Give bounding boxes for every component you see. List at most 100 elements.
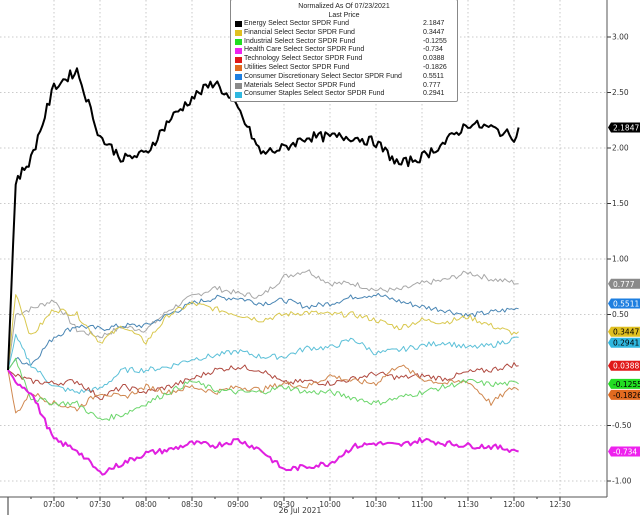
series-line-energy-select-sector-spdr-fund <box>7 67 520 371</box>
y-tick-label: 0.50 <box>612 310 629 319</box>
badge-value: 0.2941 <box>613 339 639 348</box>
series-line-health-care-select-sector-spdr-fund <box>7 369 519 476</box>
x-tick-label: 11:00 <box>411 500 433 509</box>
x-tick-label: 09:00 <box>227 500 249 509</box>
legend-entry: Financial Select Sector SPDR Fund 0.3447 <box>235 29 453 38</box>
legend-last-value: -0.1826 <box>423 63 447 71</box>
x-tick-label: 09:30 <box>273 500 295 509</box>
legend-last-value: 2.1847 <box>423 20 445 27</box>
legend: Normalized As Of 07/23/2021 Last Price E… <box>230 0 458 102</box>
last-value-badge: 0.0388 <box>608 360 640 371</box>
legend-swatch <box>235 65 242 72</box>
x-axis-date-label: 26 Jul 2021 <box>279 506 322 515</box>
legend-series-name: Energy Select Sector SPDR Fund <box>244 20 350 27</box>
badge-background <box>608 122 640 133</box>
badge-background <box>608 278 640 289</box>
legend-series-name: Consumer Staples Select Sector SPDR Fund <box>244 90 385 98</box>
x-tick-label: 11:30 <box>457 500 479 509</box>
legend-series-name: Financial Select Sector SPDR Fund <box>244 28 355 36</box>
legend-last-value: -0.734 <box>423 46 443 54</box>
series-line-materials-select-sector-spdr-fund <box>7 269 519 371</box>
series-line-consumer-discretionary-select-sector-spdr-fund <box>7 292 519 371</box>
y-tick-label: 2.00 <box>612 144 629 153</box>
legend-last-value: 0.5511 <box>423 72 444 80</box>
y-tick-label: 3.00 <box>612 33 629 42</box>
x-tick-label: 08:30 <box>181 500 203 509</box>
legend-series-name: Consumer Discretionary Select Sector SPD… <box>244 72 402 80</box>
legend-series-name: Industrial Select Sector SPDR Fund <box>244 37 356 45</box>
legend-swatch <box>235 47 242 54</box>
y-tick-label: 2.50 <box>612 88 629 97</box>
badge-value: 0.777 <box>613 280 635 289</box>
series-line-consumer-staples-select-sector-spdr-fund <box>7 333 519 395</box>
legend-last-value: 0.2941 <box>423 90 445 98</box>
last-value-badge: 2.1847 <box>608 122 640 133</box>
legend-entry: Industrial Select Sector SPDR Fund -0.125… <box>235 38 453 47</box>
legend-series-name: Utilities Select Sector SPDR Fund <box>244 63 350 71</box>
grid <box>0 0 607 497</box>
badge-value: -0.1255 <box>613 380 640 389</box>
legend-subtitle: Last Price <box>328 12 360 19</box>
badge-value: 0.0388 <box>613 362 639 371</box>
legend-last-value: 0.777 <box>423 81 441 89</box>
badge-background <box>608 298 640 309</box>
badge-value: 0.5511 <box>613 300 639 309</box>
badge-background <box>608 337 640 348</box>
legend-series-name: Materials Select Sector SPDR Fund <box>244 81 356 89</box>
legend-series-name: Technology Select Sector SPDR Fund <box>244 55 363 63</box>
x-tick-label: 07:30 <box>89 500 111 509</box>
series-line-utilities-select-sector-spdr-fund <box>7 364 519 414</box>
legend-swatch <box>235 74 242 81</box>
x-tick-label: 10:00 <box>319 500 341 509</box>
series-line-industrial-select-sector-spdr-fund <box>7 357 519 421</box>
last-value-badge: 0.777 <box>608 278 640 289</box>
last-value-badge: -0.734 <box>608 446 640 457</box>
badge-value: -0.734 <box>613 447 637 456</box>
x-tick-label: 12:00 <box>503 500 525 509</box>
y-tick-label: 1.00 <box>612 255 629 264</box>
legend-last-value: 0.3447 <box>423 28 445 36</box>
x-tick-label: 10:30 <box>365 500 387 509</box>
legend-entry: Consumer Staples Select Sector SPDR Fund… <box>235 90 453 99</box>
x-tick-label: 07:00 <box>43 500 65 509</box>
last-value-labels: 2.1847 0.777 0.5511 0.3447 0.2941 0.0388 -0.12… <box>608 122 640 457</box>
series-line-financial-select-sector-spdr-fund <box>7 294 519 371</box>
legend-last-value: 0.0388 <box>423 55 445 63</box>
y-tick-label: 1.50 <box>612 199 629 208</box>
legend-last-value: -0.1255 <box>423 37 447 45</box>
x-tick-label: 12:30 <box>549 500 571 509</box>
badge-background <box>608 378 640 389</box>
badge-background <box>608 326 640 337</box>
legend-entry: Energy Select Sector SPDR Fund 2.1847 <box>235 20 453 29</box>
legend-swatch <box>235 82 242 89</box>
badge-value: 2.1847 <box>613 123 639 132</box>
last-value-badge: 0.3447 <box>608 326 640 337</box>
series-line-technology-select-sector-spdr-fund <box>7 362 519 400</box>
legend-title: Normalized As Of 07/23/2021 <box>298 3 390 10</box>
badge-background <box>608 446 640 457</box>
legend-swatch <box>235 30 242 37</box>
x-tick-label: 08:00 <box>135 500 157 509</box>
last-value-badge: -0.1826 <box>608 389 640 400</box>
legend-entry: Technology Select Sector SPDR Fund 0.0388 <box>235 55 453 64</box>
legend-swatch <box>235 91 242 98</box>
legend-series-name: Health Care Select Sector SPDR Fund <box>244 46 365 54</box>
y-tick-label: -0.50 <box>612 421 632 430</box>
y-tick-label: -1.00 <box>612 477 632 486</box>
legend-entry: Materials Select Sector SPDR Fund 0.777 <box>235 82 453 91</box>
legend-entry: Health Care Select Sector SPDR Fund -0.73… <box>235 46 453 55</box>
badge-background <box>608 389 640 400</box>
last-value-badge: -0.1255 <box>608 378 640 389</box>
last-value-badge: 0.2941 <box>608 337 640 348</box>
legend-entry: Utilities Select Sector SPDR Fund -0.1826 <box>235 64 453 73</box>
legend-swatch <box>235 21 242 28</box>
legend-entry: Consumer Discretionary Select Sector SPD… <box>235 73 453 82</box>
legend-swatch <box>235 38 242 45</box>
legend-swatch <box>235 56 242 63</box>
series-lines <box>7 67 520 476</box>
last-value-badge: 0.5511 <box>608 298 640 309</box>
badge-value: 0.3447 <box>613 328 639 337</box>
badge-value: -0.1826 <box>613 391 640 400</box>
